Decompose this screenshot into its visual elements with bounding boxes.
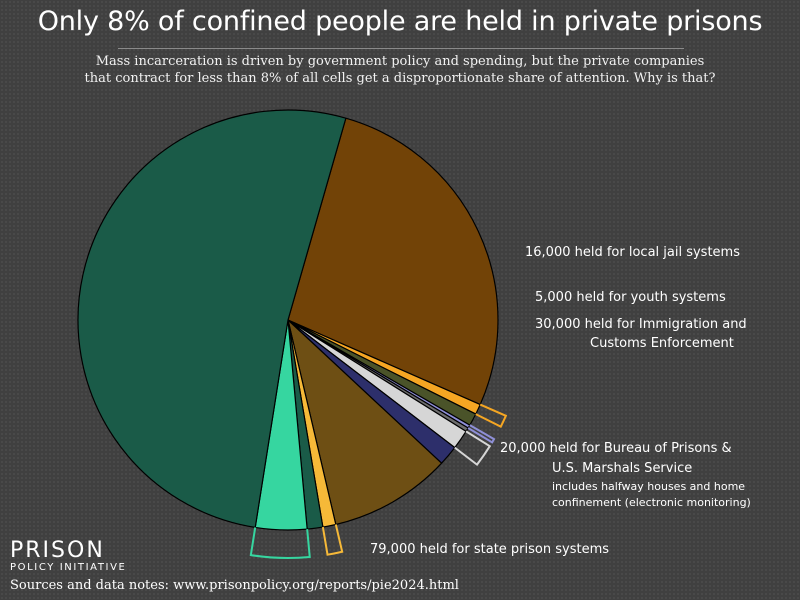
subtitle-line-2: that contract for less than 8% of all ce… bbox=[84, 71, 716, 86]
label-federal-note-line-2: confinement (electronic monitoring) bbox=[552, 496, 751, 509]
label-youth-private: 5,000 held for youth systems bbox=[535, 290, 726, 305]
pie-labels: 16,000 held for local jail systems 5,000… bbox=[370, 245, 751, 557]
label-federal-private-line-2: U.S. Marshals Service bbox=[552, 461, 692, 476]
pie-slices bbox=[77, 109, 499, 531]
chart-subtitle: Mass incarceration is driven by governme… bbox=[40, 53, 760, 87]
pie-slice-state-prison bbox=[77, 109, 347, 529]
prison-policy-initiative-logo: PRISON POLICY INITIATIVE bbox=[10, 540, 126, 574]
label-federal-note-line-1: includes halfway houses and home bbox=[552, 480, 745, 493]
title-rule bbox=[118, 48, 684, 49]
pie-callouts bbox=[249, 403, 508, 559]
label-federal-private-line-1: 20,000 held for Bureau of Prisons & bbox=[500, 441, 732, 456]
callout-box-jail-private bbox=[475, 403, 508, 428]
label-ice-private-line-2: Customs Enforcement bbox=[590, 336, 734, 351]
subtitle-line-1: Mass incarceration is driven by governme… bbox=[95, 54, 705, 69]
logo-line-1: PRISON bbox=[10, 538, 105, 563]
label-state-private: 79,000 held for state prison systems bbox=[370, 542, 609, 557]
label-jail-private: 16,000 held for local jail systems bbox=[525, 245, 740, 260]
sources-note: Sources and data notes: www.prisonpolicy… bbox=[10, 578, 459, 593]
callout-box-ice-private bbox=[454, 430, 492, 467]
callout-box-youth-private bbox=[467, 424, 496, 444]
callout-box-federal-private bbox=[321, 524, 344, 556]
callout-box-state-private bbox=[249, 527, 311, 559]
label-ice-private-line-1: 30,000 held for Immigration and bbox=[535, 317, 747, 332]
pie-slice-jail bbox=[287, 117, 499, 406]
pie-slice-federal bbox=[287, 319, 443, 526]
logo-line-2: POLICY INITIATIVE bbox=[10, 562, 127, 573]
chart-title: Only 8% of confined people are held in p… bbox=[37, 6, 763, 37]
